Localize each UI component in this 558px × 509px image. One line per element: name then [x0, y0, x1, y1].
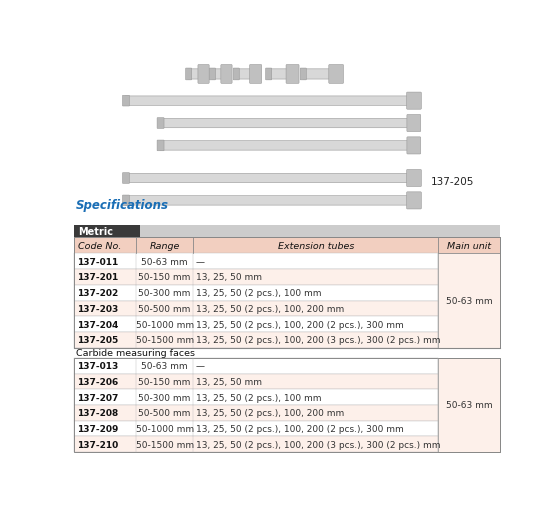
Text: 13, 25, 50 (2 pcs.), 100, 200 (3 pcs.), 300 (2 pcs.) mm: 13, 25, 50 (2 pcs.), 100, 200 (3 pcs.), … [195, 335, 440, 345]
FancyBboxPatch shape [159, 119, 413, 128]
FancyBboxPatch shape [123, 96, 129, 107]
FancyBboxPatch shape [187, 70, 203, 80]
FancyBboxPatch shape [407, 170, 421, 187]
Text: 13, 25, 50 (2 pcs.), 100 mm: 13, 25, 50 (2 pcs.), 100 mm [195, 289, 321, 298]
FancyBboxPatch shape [124, 196, 413, 206]
Text: 137-207: 137-207 [76, 393, 118, 402]
Bar [74, 421, 438, 437]
Bar [74, 237, 500, 254]
Text: Specifications: Specifications [76, 199, 169, 212]
Text: 13, 25, 50 (2 pcs.), 100, 200 (2 pcs.), 300 mm: 13, 25, 50 (2 pcs.), 100, 200 (2 pcs.), … [195, 320, 403, 329]
Bar [140, 225, 500, 237]
Text: 13, 25, 50 (2 pcs.), 100, 200 (3 pcs.), 300 (2 pcs.) mm: 13, 25, 50 (2 pcs.), 100, 200 (3 pcs.), … [195, 440, 440, 449]
Text: 137-011: 137-011 [76, 257, 118, 266]
FancyBboxPatch shape [235, 70, 255, 80]
Text: 50-300 mm: 50-300 mm [138, 289, 191, 298]
Bar [74, 405, 438, 421]
Text: 50-500 mm: 50-500 mm [138, 304, 191, 313]
FancyBboxPatch shape [329, 65, 344, 84]
Text: 50-300 mm: 50-300 mm [138, 393, 191, 402]
Text: 50-150 mm: 50-150 mm [138, 377, 191, 386]
FancyBboxPatch shape [198, 65, 209, 84]
FancyBboxPatch shape [211, 70, 226, 80]
Text: 50-500 mm: 50-500 mm [138, 409, 191, 417]
Text: Range: Range [150, 241, 180, 250]
Bar [74, 358, 438, 374]
Text: 13, 25, 50 mm: 13, 25, 50 mm [195, 273, 262, 282]
Text: Extension tubes: Extension tubes [278, 241, 354, 250]
Text: 13, 25, 50 mm: 13, 25, 50 mm [195, 377, 262, 386]
Bar [74, 317, 438, 332]
Bar [74, 374, 438, 389]
FancyBboxPatch shape [157, 119, 164, 129]
Text: 50-63 mm: 50-63 mm [141, 257, 188, 266]
Text: 137-013: 137-013 [76, 361, 118, 371]
Bar [74, 437, 438, 452]
Text: 137-209: 137-209 [76, 424, 118, 433]
Bar [74, 389, 438, 405]
Bar [74, 332, 438, 348]
FancyBboxPatch shape [209, 69, 215, 80]
Text: 13, 25, 50 (2 pcs.), 100, 200 mm: 13, 25, 50 (2 pcs.), 100, 200 mm [195, 409, 344, 417]
Text: —: — [195, 361, 204, 371]
Text: 137-201: 137-201 [76, 273, 118, 282]
Text: 50-1000 mm: 50-1000 mm [136, 424, 194, 433]
Text: 137-203: 137-203 [76, 304, 118, 313]
Text: 13, 25, 50 (2 pcs.), 100 mm: 13, 25, 50 (2 pcs.), 100 mm [195, 393, 321, 402]
Text: 137-206: 137-206 [76, 377, 118, 386]
FancyBboxPatch shape [267, 70, 292, 80]
FancyBboxPatch shape [300, 69, 306, 80]
Text: 50-63 mm: 50-63 mm [141, 361, 188, 371]
Bar [74, 225, 140, 237]
FancyBboxPatch shape [407, 93, 421, 110]
Text: Code No.: Code No. [78, 241, 121, 250]
Text: Main unit: Main unit [447, 241, 491, 250]
FancyBboxPatch shape [286, 65, 299, 84]
Text: 13, 25, 50 (2 pcs.), 100, 200 mm: 13, 25, 50 (2 pcs.), 100, 200 mm [195, 304, 344, 313]
FancyBboxPatch shape [157, 141, 164, 152]
FancyBboxPatch shape [266, 69, 272, 80]
Text: Metric: Metric [78, 227, 113, 237]
FancyBboxPatch shape [221, 65, 232, 84]
FancyBboxPatch shape [123, 195, 129, 206]
FancyBboxPatch shape [123, 174, 129, 184]
FancyBboxPatch shape [124, 97, 413, 106]
Bar [74, 285, 438, 301]
FancyBboxPatch shape [407, 192, 421, 210]
Text: 137-208: 137-208 [76, 409, 118, 417]
FancyBboxPatch shape [302, 70, 335, 80]
Text: 137-202: 137-202 [76, 289, 118, 298]
Text: 137-205: 137-205 [431, 177, 474, 186]
FancyBboxPatch shape [407, 137, 421, 155]
Bar [74, 358, 500, 452]
Text: 50-63 mm: 50-63 mm [446, 296, 493, 305]
FancyBboxPatch shape [159, 142, 413, 151]
Text: 50-63 mm: 50-63 mm [446, 401, 493, 410]
Text: —: — [195, 257, 204, 266]
Text: 50-1000 mm: 50-1000 mm [136, 320, 194, 329]
FancyBboxPatch shape [407, 115, 421, 132]
Text: 13, 25, 50 (2 pcs.), 100, 200 (2 pcs.), 300 mm: 13, 25, 50 (2 pcs.), 100, 200 (2 pcs.), … [195, 424, 403, 433]
Text: 50-1500 mm: 50-1500 mm [136, 440, 194, 449]
Text: 137-205: 137-205 [76, 335, 118, 345]
FancyBboxPatch shape [124, 174, 413, 183]
Bar [74, 270, 438, 285]
Bar [74, 237, 500, 348]
Text: 137-210: 137-210 [76, 440, 118, 449]
Bar [438, 254, 500, 348]
Text: Carbide measuring faces: Carbide measuring faces [76, 349, 195, 357]
Bar [438, 358, 500, 452]
Bar [74, 301, 438, 317]
Text: 137-204: 137-204 [76, 320, 118, 329]
FancyBboxPatch shape [186, 69, 192, 80]
Bar [74, 254, 438, 270]
Text: 50-150 mm: 50-150 mm [138, 273, 191, 282]
FancyBboxPatch shape [233, 69, 239, 80]
Text: 50-1500 mm: 50-1500 mm [136, 335, 194, 345]
FancyBboxPatch shape [249, 65, 262, 84]
